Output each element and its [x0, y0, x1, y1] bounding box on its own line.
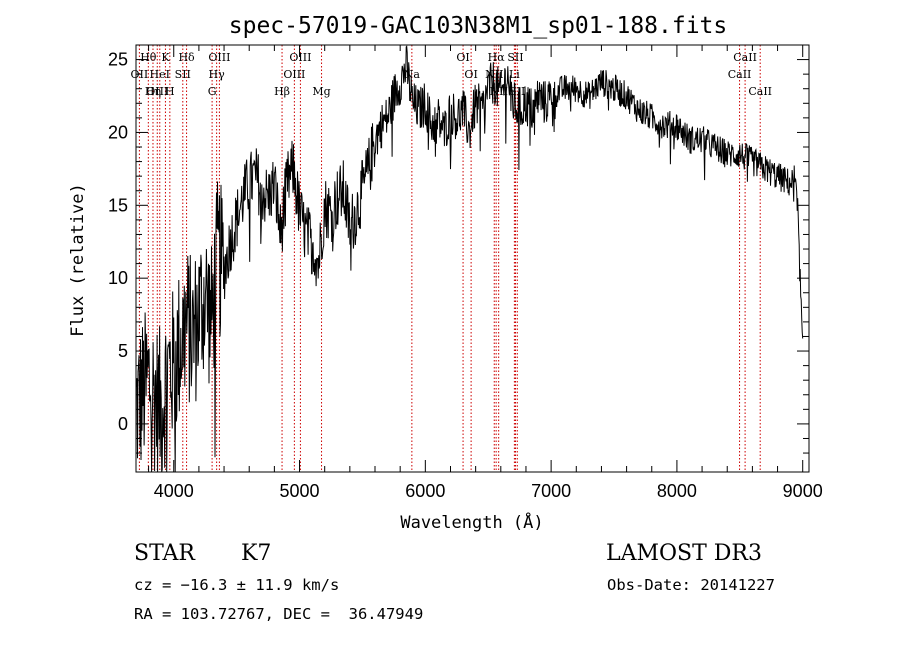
line-label: SII — [507, 51, 523, 64]
object-subclass: K7 — [241, 541, 271, 566]
line-label: SII — [175, 68, 191, 81]
x-axis-label: Wavelength (Å) — [400, 511, 543, 533]
spectrum-line — [135, 45, 804, 473]
line-label: CaII — [733, 51, 757, 64]
line-label: Hβ — [274, 85, 290, 98]
x-tick-label: 9000 — [783, 481, 823, 501]
chart-title: spec-57019-GAC103N38M1_sp01-188.fits — [229, 13, 728, 39]
line-label: SII — [509, 85, 525, 98]
object-class: STAR — [134, 541, 196, 566]
x-tick-label: 5000 — [280, 481, 320, 501]
survey-name: LAMOST DR3 — [606, 541, 762, 566]
line-label: OI — [456, 51, 469, 64]
spectral-line-markers — [138, 45, 761, 472]
redshift-cz: cz = −16.3 ± 11.9 km/s — [134, 576, 339, 594]
line-label: OIII — [146, 85, 168, 98]
x-tick-label: 4000 — [154, 481, 194, 501]
line-label: Li — [509, 68, 520, 81]
line-label: G — [208, 85, 217, 98]
plot-frame — [135, 44, 810, 473]
y-tick-label: 0 — [118, 414, 128, 434]
line-label: OIII — [208, 51, 230, 64]
line-label: Hθ — [140, 51, 157, 64]
x-tick-label: 6000 — [405, 481, 445, 501]
line-label: Hα — [488, 51, 506, 64]
x-tick-label: 8000 — [657, 481, 697, 501]
line-label: Hδ — [178, 51, 195, 64]
y-tick-label: 20 — [108, 122, 128, 142]
y-tick-label: 15 — [108, 195, 128, 215]
line-label: OIII — [283, 68, 305, 81]
y-tick-label: 25 — [108, 50, 128, 70]
line-label: OIII — [289, 51, 311, 64]
line-label: CaII — [748, 85, 772, 98]
y-tick-label: 5 — [118, 341, 128, 361]
y-axis-ticks: 0 5 10 15 20 25 — [108, 50, 809, 454]
line-label: H — [165, 85, 175, 98]
line-label: Mg — [312, 85, 330, 98]
x-tick-label: 7000 — [531, 481, 571, 501]
obs-date: Obs-Date: 20141227 — [607, 576, 775, 594]
y-axis-label: Flux (relative) — [68, 183, 88, 337]
x-axis-ticks: 4000 5000 6000 7000 8000 9000 — [148, 45, 823, 501]
line-label: OI — [464, 68, 477, 81]
y-tick-label: 10 — [108, 268, 128, 288]
coordinates: RA = 103.72767, DEC = 36.47949 — [134, 605, 423, 623]
line-label: CaII — [728, 68, 752, 81]
line-label: Hγ — [209, 68, 226, 81]
line-label: K — [161, 51, 170, 64]
line-label: Hη — [145, 85, 161, 98]
line-label: HeI — [150, 68, 170, 81]
